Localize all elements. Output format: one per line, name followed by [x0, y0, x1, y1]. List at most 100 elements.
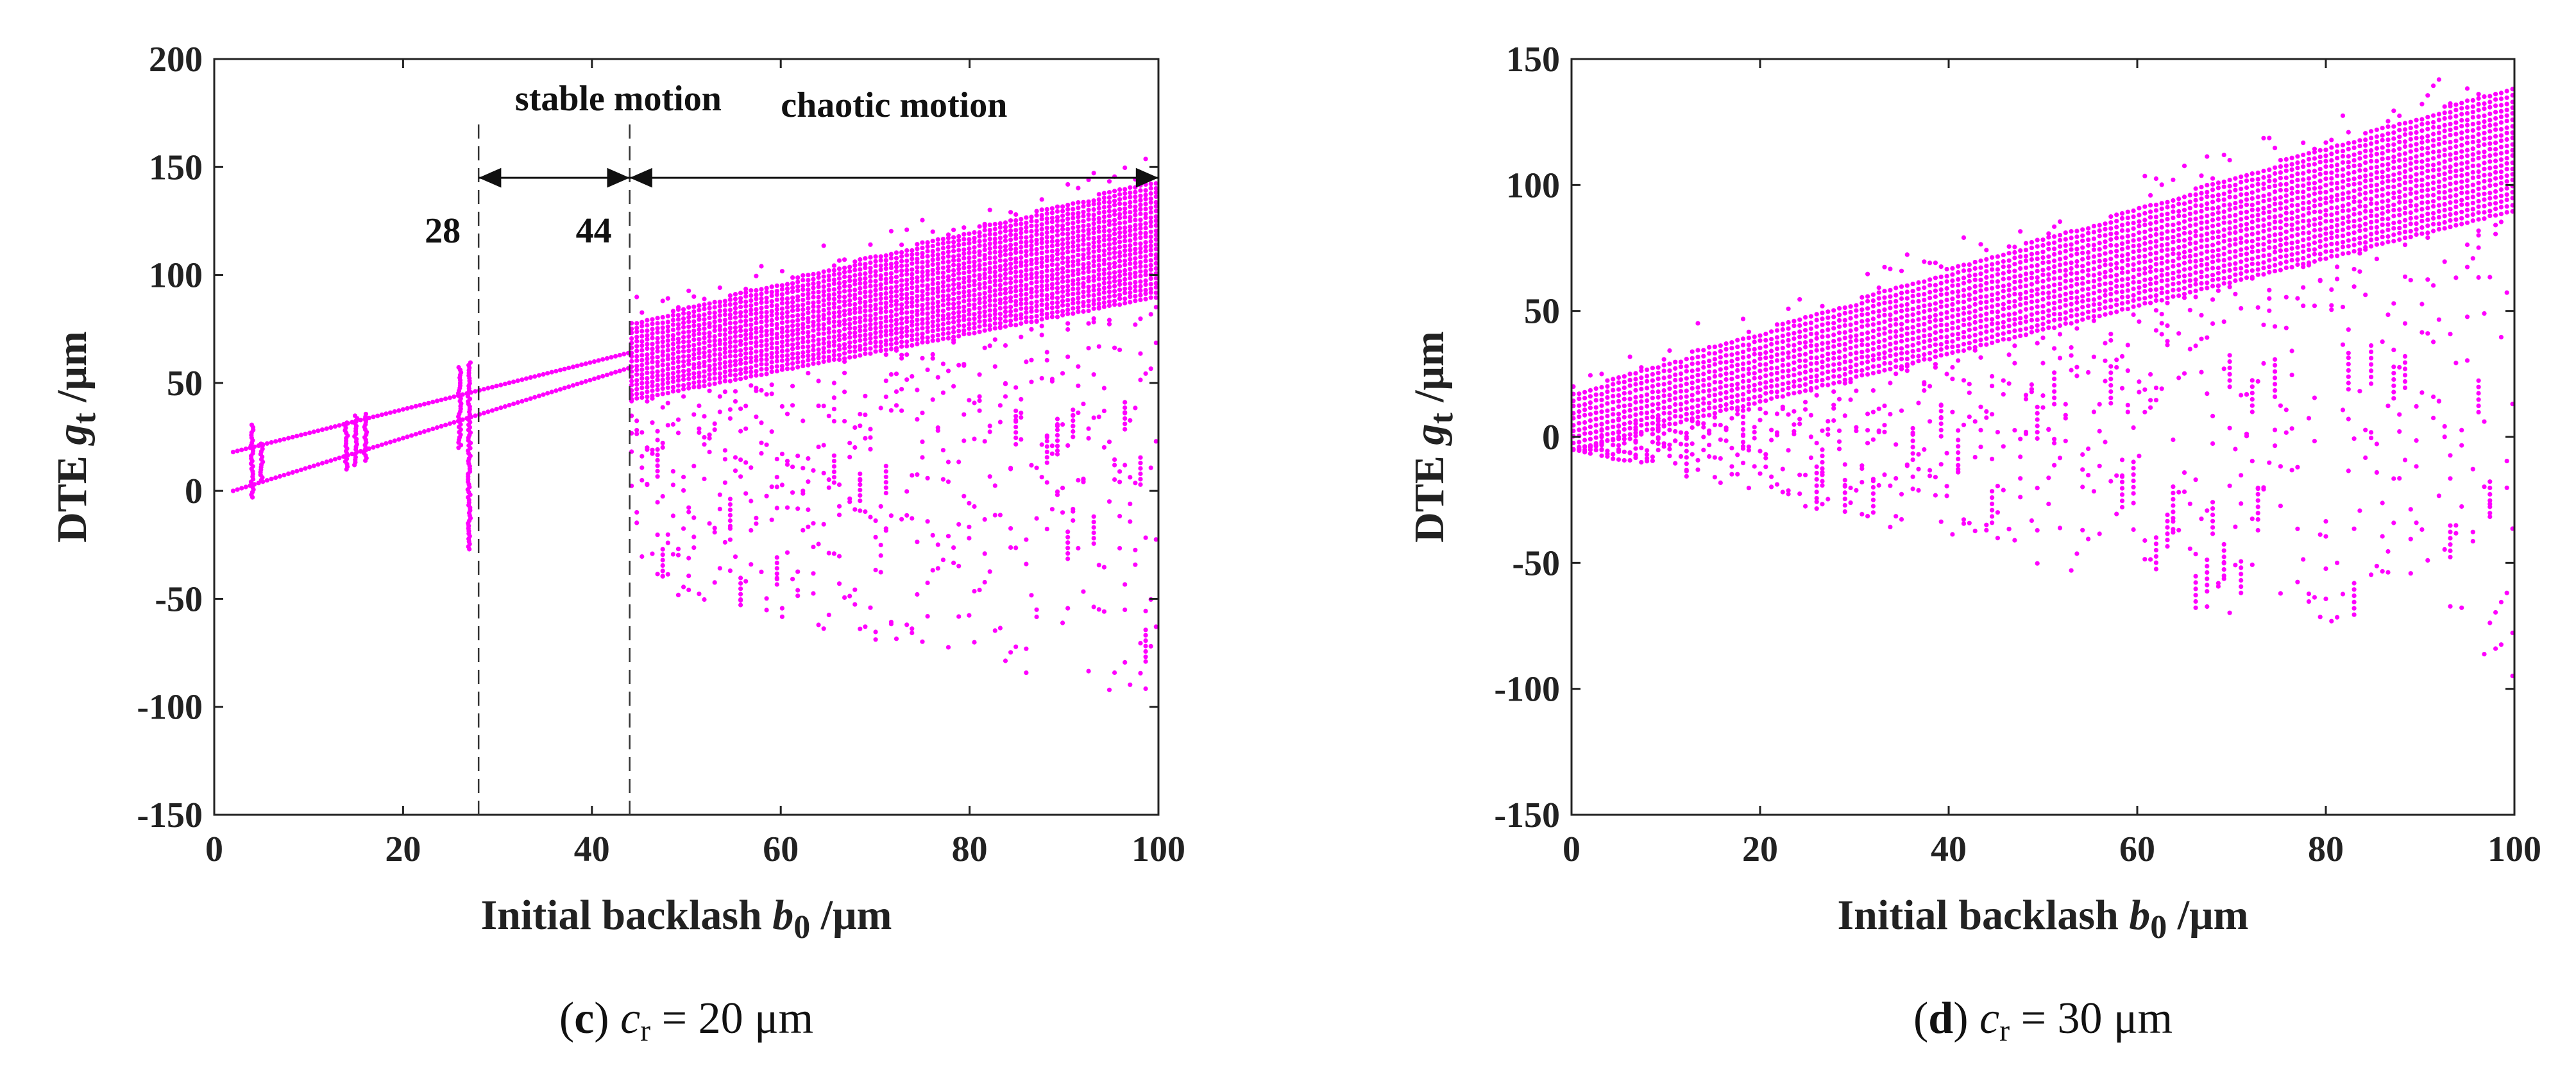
- chaotic-dense-point: [769, 318, 774, 323]
- chaotic-dense-point: [1854, 356, 1859, 361]
- chaotic-dense-point: [774, 331, 779, 337]
- chaotic-sparse-point: [1639, 459, 1644, 465]
- chaotic-dense-point: [915, 332, 920, 337]
- chaotic-sparse-point: [925, 580, 930, 586]
- chaotic-sparse-point: [660, 494, 665, 499]
- chaotic-dense-point: [945, 274, 951, 279]
- stable-branch-point-upper: [277, 438, 282, 443]
- chaotic-dense-point: [645, 376, 650, 381]
- chaotic-dense-point: [2018, 278, 2023, 284]
- chaotic-dense-point: [675, 322, 681, 327]
- chaotic-streak-point: [1842, 484, 1847, 489]
- chaotic-dense-point: [759, 362, 764, 367]
- chaotic-dense-point: [1096, 253, 1101, 259]
- chaotic-streak-point: [1633, 452, 1638, 457]
- chaotic-sparse-point: [675, 430, 681, 436]
- chaotic-dense-point: [795, 351, 801, 356]
- chaotic-dense-point: [1876, 314, 1881, 319]
- chaotic-dense-point: [873, 316, 878, 321]
- chaotic-dense-point: [1091, 274, 1096, 279]
- chaotic-sparse-point: [2018, 476, 2023, 481]
- stable-branch-point-lower: [596, 375, 601, 380]
- chaotic-dense-point: [1870, 316, 1876, 321]
- chaotic-dense-point: [868, 255, 873, 260]
- chaotic-dense-point: [1650, 384, 1655, 389]
- chaotic-dense-point: [1008, 232, 1013, 237]
- chaotic-dense-point: [754, 330, 759, 335]
- chaotic-dense-point: [951, 258, 956, 263]
- chaotic-dense-point: [992, 303, 997, 308]
- chaotic-dense-point: [925, 335, 930, 340]
- chaotic-sparse-point: [2046, 475, 2051, 481]
- chaotic-dense-point: [899, 307, 904, 312]
- chaotic-dense-point: [1060, 213, 1065, 218]
- chaotic-dense-point: [962, 247, 967, 252]
- chaotic-dense-point: [1123, 196, 1128, 201]
- stable-branch-point-upper: [557, 368, 563, 373]
- chaotic-dense-point: [962, 309, 967, 314]
- chaotic-dense-point: [806, 296, 811, 301]
- chaotic-dense-point: [1690, 355, 1695, 361]
- chaotic-dense-point: [1938, 311, 1944, 316]
- chaotic-dense-point: [779, 311, 784, 316]
- chaotic-sparse-point: [935, 542, 940, 547]
- chaotic-dense-point: [754, 293, 759, 298]
- chaotic-dense-point: [801, 350, 806, 355]
- chaotic-dense-point: [727, 349, 733, 354]
- chaotic-dense-point: [816, 332, 821, 337]
- chaotic-dense-point: [774, 364, 779, 369]
- chaotic-dense-point: [675, 336, 681, 341]
- chaotic-streak-point: [1656, 447, 1661, 453]
- chaotic-sparse-point: [1071, 506, 1076, 512]
- chaotic-dense-point: [1865, 371, 1870, 377]
- chaotic-sparse-point: [2069, 368, 2074, 373]
- chaotic-dense-point: [1984, 329, 1989, 334]
- chaotic-dense-point: [1044, 239, 1049, 244]
- chaotic-dense-point: [1138, 241, 1143, 246]
- chaotic-dense-point: [754, 296, 759, 302]
- chaotic-dense-point: [940, 308, 945, 313]
- chaotic-streak-point: [774, 582, 779, 587]
- chaotic-dense-point: [836, 314, 842, 319]
- chaotic-dense-point: [707, 330, 712, 336]
- chaotic-dense-point: [982, 233, 987, 238]
- chaotic-dense-point: [987, 327, 992, 332]
- chaotic-sparse-point: [1978, 445, 1983, 450]
- chaotic-dense-point: [759, 328, 764, 334]
- chaotic-dense-point: [836, 328, 842, 334]
- chaotic-dense-point: [650, 331, 655, 336]
- chaotic-dense-point: [707, 372, 712, 377]
- chaotic-sparse-point: [1123, 582, 1128, 587]
- chaotic-dense-point: [1831, 374, 1836, 379]
- chaotic-dense-point: [2063, 230, 2068, 235]
- chaotic-sparse-point: [764, 442, 769, 447]
- chaotic-dense-point: [1928, 295, 1933, 301]
- chaotic-sparse-point: [691, 534, 697, 540]
- chaotic-dense-point: [878, 310, 883, 315]
- chaotic-dense-point: [972, 273, 977, 278]
- chaotic-dense-point: [2046, 277, 2051, 282]
- chaotic-dense-point: [743, 290, 749, 295]
- chaotic-dense-point: [878, 315, 883, 321]
- chaotic-sparse-point: [738, 429, 743, 434]
- chaotic-dense-point: [806, 311, 811, 316]
- chaotic-dense-point: [1956, 264, 1961, 269]
- chaotic-dense-point: [655, 393, 660, 398]
- chaotic-dense-point: [2040, 321, 2046, 327]
- chaotic-dense-point: [1836, 380, 1842, 385]
- chaotic-dense-point: [1876, 332, 1881, 337]
- chaotic-dense-point: [1123, 300, 1128, 306]
- chaotic-outlier-point: [1746, 329, 1751, 334]
- chaotic-dense-point: [1961, 323, 1967, 328]
- chaotic-streak-point: [1055, 416, 1060, 422]
- chaotic-sparse-point: [1904, 368, 1910, 373]
- chaotic-dense-point: [1081, 276, 1086, 281]
- chaotic-dense-point: [738, 367, 743, 372]
- stable-branch-point-upper: [384, 411, 389, 416]
- chaotic-dense-point: [899, 311, 904, 316]
- chaotic-sparse-point: [733, 389, 738, 394]
- chaotic-dense-point: [1888, 305, 1893, 311]
- chaotic-dense-point: [1786, 373, 1791, 379]
- chaotic-dense-point: [1123, 248, 1128, 253]
- chaotic-sparse-point: [1910, 474, 1915, 479]
